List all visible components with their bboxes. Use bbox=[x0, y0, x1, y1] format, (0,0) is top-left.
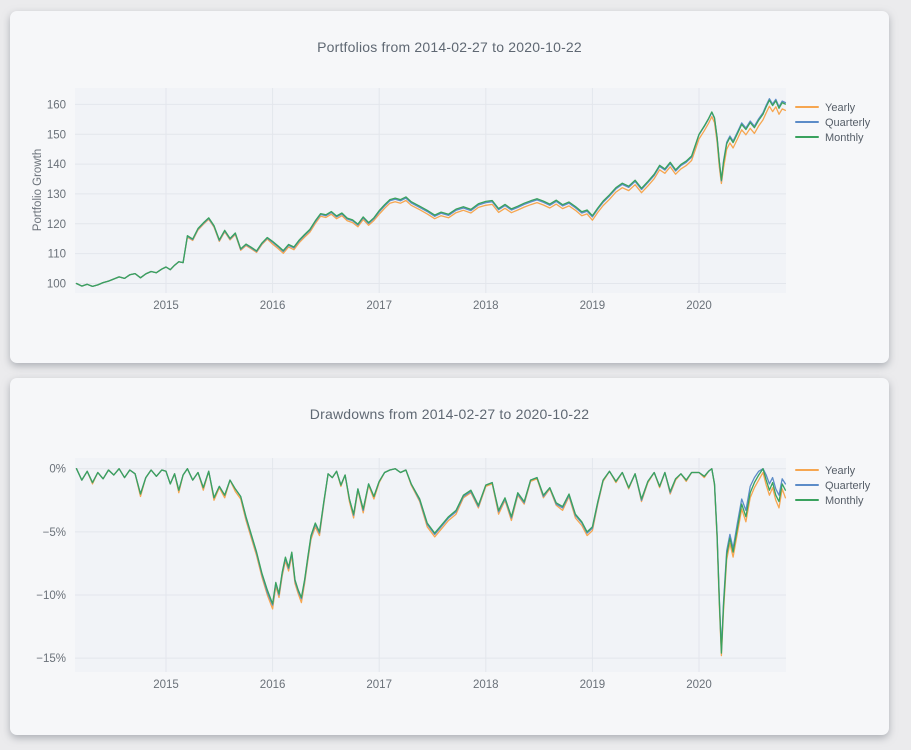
y-tick-label: −10% bbox=[36, 590, 66, 602]
legend-swatch-quarterly bbox=[795, 121, 819, 124]
legend-item-quarterly[interactable]: Quarterly bbox=[795, 116, 870, 131]
y-tick-label: −15% bbox=[36, 653, 66, 665]
legend-label: Yearly bbox=[825, 465, 856, 477]
y-tick-label: 140 bbox=[47, 159, 66, 171]
legend-swatch-quarterly bbox=[795, 484, 819, 487]
y-tick-label: 110 bbox=[48, 249, 66, 261]
monthly-trace bbox=[75, 99, 787, 288]
x-tick-label: 2017 bbox=[366, 679, 392, 691]
drawdowns-chart-title: Drawdowns from 2014-02-27 to 2020-10-22 bbox=[309, 406, 590, 422]
legend-swatch-monthly bbox=[795, 499, 819, 502]
y-tick-label: 0% bbox=[49, 464, 66, 476]
legend-item-monthly[interactable]: Monthly bbox=[795, 131, 870, 146]
legend-swatch-monthly bbox=[795, 136, 819, 139]
x-tick-label: 2020 bbox=[686, 679, 712, 691]
y-tick-label: 120 bbox=[47, 219, 66, 231]
legend-label: Monthly bbox=[825, 132, 864, 144]
plot-background bbox=[75, 458, 786, 672]
x-tick-label: 2015 bbox=[153, 300, 179, 312]
x-tick-label: 2015 bbox=[153, 679, 179, 691]
portfolios-chart-title: Portfolios from 2014-02-27 to 2020-10-22 bbox=[317, 39, 582, 55]
x-tick-label: 2019 bbox=[580, 300, 606, 312]
portfolios-plot-area[interactable]: 100 110 120 130 140 150 160 2015 2016 2017 2018 201… bbox=[10, 11, 889, 363]
legend-swatch-yearly bbox=[795, 106, 819, 109]
monthly-trace bbox=[75, 468, 787, 654]
x-tick-label: 2018 bbox=[473, 679, 499, 691]
x-tick-label: 2016 bbox=[260, 679, 286, 691]
y-tick-label: 150 bbox=[47, 129, 66, 141]
y-tick-label: −5% bbox=[43, 527, 66, 539]
x-tick-label: 2016 bbox=[260, 300, 286, 312]
x-tick-label: 2017 bbox=[366, 300, 392, 312]
drawdowns-plot-area[interactable]: 0% −5% −10% −15% 2015 2016 2017 2018 2019 2020 bbox=[10, 378, 889, 735]
y-tick-label: 130 bbox=[47, 189, 66, 201]
legend-label: Monthly bbox=[825, 495, 864, 507]
x-tick-label: 2020 bbox=[686, 300, 712, 312]
legend-swatch-yearly bbox=[795, 469, 819, 472]
drawdowns-chart-card: Drawdowns from 2014-02-27 to 2020-10-22 … bbox=[10, 378, 889, 735]
legend-label: Quarterly bbox=[825, 117, 871, 129]
drawdowns-legend: Yearly Quarterly Monthly bbox=[795, 464, 870, 509]
legend-label: Yearly bbox=[825, 102, 856, 114]
x-tick-label: 2019 bbox=[580, 679, 606, 691]
plot-background bbox=[75, 88, 786, 293]
portfolios-chart-card: Portfolios from 2014-02-27 to 2020-10-22… bbox=[10, 11, 889, 363]
x-tick-label: 2018 bbox=[473, 300, 499, 312]
y-tick-label: 160 bbox=[47, 99, 66, 111]
legend-item-monthly[interactable]: Monthly bbox=[795, 494, 870, 509]
legend-item-yearly[interactable]: Yearly bbox=[795, 464, 870, 479]
legend-label: Quarterly bbox=[825, 480, 871, 492]
legend-item-yearly[interactable]: Yearly bbox=[795, 101, 870, 116]
yearly-trace bbox=[75, 105, 787, 288]
y-tick-label: 100 bbox=[47, 279, 66, 291]
portfolios-legend: Yearly Quarterly Monthly bbox=[795, 101, 870, 146]
legend-item-quarterly[interactable]: Quarterly bbox=[795, 479, 870, 494]
